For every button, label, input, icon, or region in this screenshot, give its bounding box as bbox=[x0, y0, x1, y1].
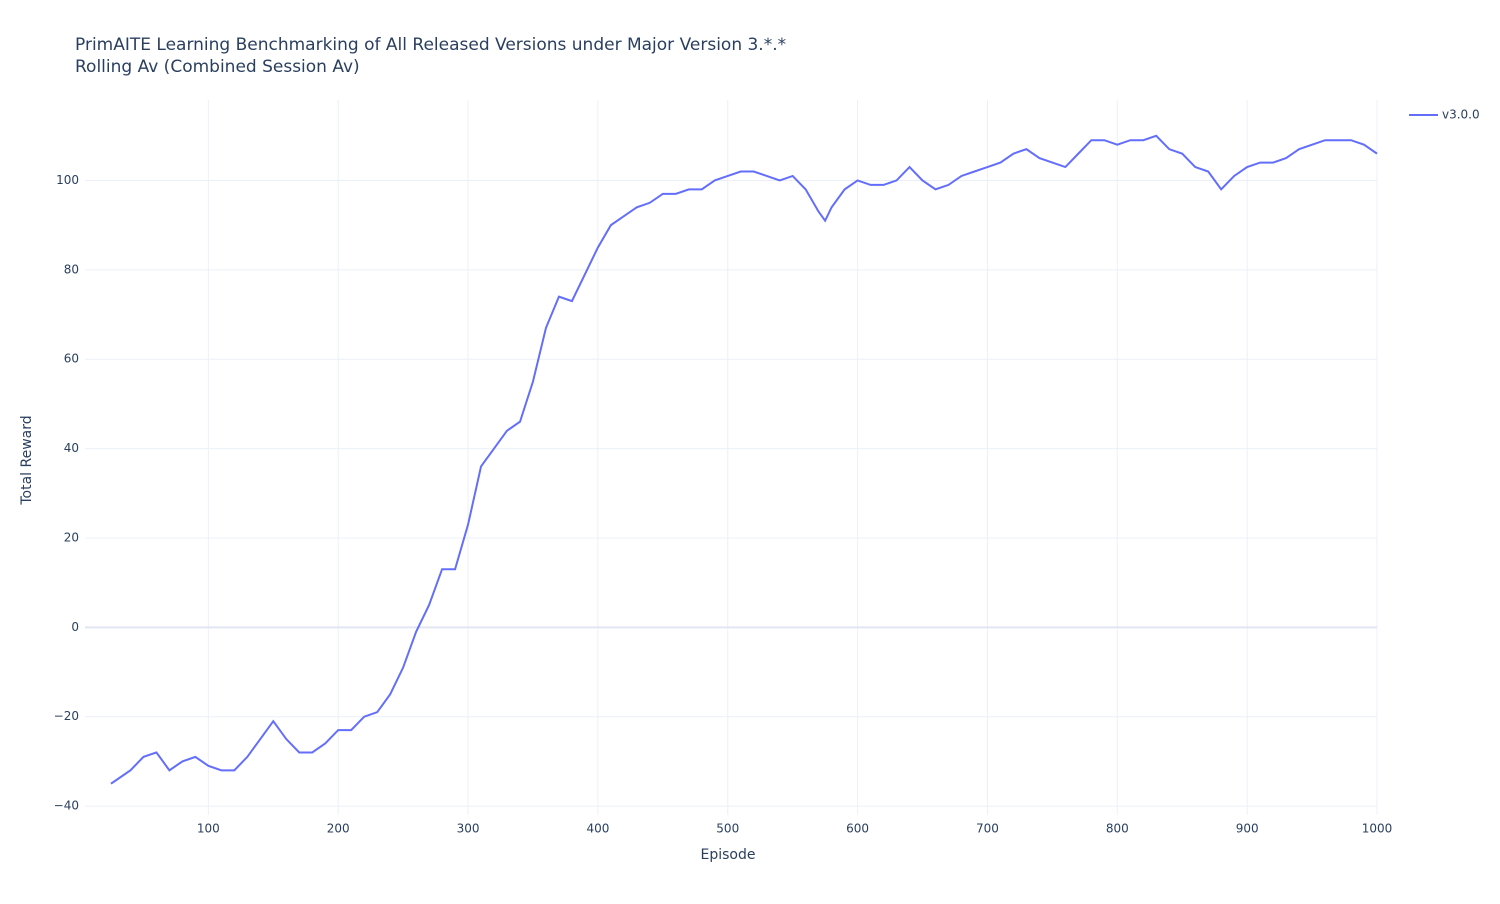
x-tick-label: 400 bbox=[586, 822, 609, 836]
y-tick-label: 0 bbox=[71, 620, 79, 634]
x-axis-label: Episode bbox=[701, 847, 756, 863]
legend-label: v3.0.0 bbox=[1442, 108, 1480, 122]
chart-title: PrimAITE Learning Benchmarking of All Re… bbox=[75, 35, 786, 55]
y-tick-label: 40 bbox=[64, 441, 79, 455]
chart-subtitle: Rolling Av (Combined Session Av) bbox=[75, 57, 360, 77]
y-tick-label: −20 bbox=[54, 709, 79, 723]
x-tick-label: 600 bbox=[846, 822, 869, 836]
y-tick-label: 60 bbox=[64, 352, 79, 366]
x-tick-label: 700 bbox=[976, 822, 999, 836]
x-tick-label: 800 bbox=[1106, 822, 1129, 836]
x-tick-label: 200 bbox=[327, 822, 350, 836]
x-tick-label: 1000 bbox=[1362, 822, 1393, 836]
y-tick-label: −40 bbox=[54, 799, 79, 813]
y-tick-label: 20 bbox=[64, 530, 79, 544]
x-tick-label: 300 bbox=[457, 822, 480, 836]
y-tick-label: 100 bbox=[56, 173, 79, 187]
y-axis-label: Total Reward bbox=[19, 415, 35, 505]
x-tick-label: 500 bbox=[716, 822, 739, 836]
x-tick-label: 900 bbox=[1236, 822, 1259, 836]
y-tick-label: 80 bbox=[64, 262, 79, 276]
x-tick-label: 100 bbox=[197, 822, 220, 836]
line bbox=[110, 134, 1378, 785]
